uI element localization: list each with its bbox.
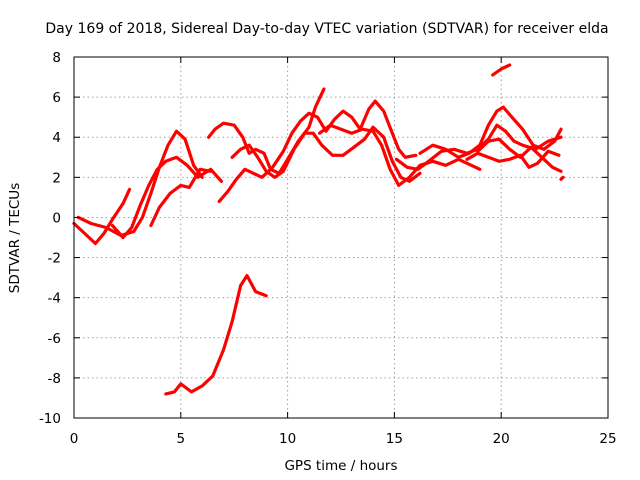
series-arc-g: [217, 99, 418, 203]
chart-title: Day 169 of 2018, Sidereal Day-to-day VTE…: [45, 21, 608, 37]
y-tick-label: -4: [48, 291, 61, 307]
y-tick-labels: -10 -8 -6 -4 -2 0 2 4 6 8: [39, 50, 61, 427]
x-tick-label: 5: [177, 431, 186, 447]
series-arc-c: [110, 155, 223, 240]
series-arc-n: [491, 63, 512, 77]
grid-lines: [74, 57, 608, 418]
x-axis-label: GPS time / hours: [284, 458, 397, 474]
x-tick-labels: 0 5 10 15 20 25: [70, 431, 617, 447]
series-arc-d: [149, 167, 213, 228]
y-tick-label: 0: [52, 210, 61, 226]
axis-ticks: [73, 56, 609, 419]
x-tick-label: 10: [279, 431, 296, 447]
x-tick-label: 15: [386, 431, 403, 447]
y-tick-label: 6: [52, 90, 61, 106]
y-tick-label: 2: [52, 170, 61, 186]
series-arc-m: [476, 137, 563, 173]
series-arc-h: [230, 125, 422, 183]
y-tick-label: 8: [52, 50, 61, 66]
series-arc-e: [164, 274, 268, 396]
x-tick-label: 0: [70, 431, 79, 447]
y-tick-label: -8: [48, 371, 61, 387]
y-tick-label: 4: [52, 130, 61, 146]
y-axis-label: SDTVAR / TECUs: [7, 183, 23, 293]
x-tick-label: 25: [599, 431, 616, 447]
series-arc-k: [418, 105, 563, 159]
series-arc-o: [559, 175, 565, 181]
data-series: [72, 63, 565, 396]
y-tick-label: -2: [48, 251, 61, 267]
plot-frame: [73, 56, 609, 419]
x-tick-label: 20: [493, 431, 510, 447]
series-arc-i: [318, 123, 482, 187]
y-tick-label: -6: [48, 331, 61, 347]
series-arc-a: [72, 187, 132, 246]
series-arc-b: [76, 129, 204, 238]
y-tick-label: -10: [39, 411, 61, 427]
series-arc-f: [207, 87, 326, 175]
